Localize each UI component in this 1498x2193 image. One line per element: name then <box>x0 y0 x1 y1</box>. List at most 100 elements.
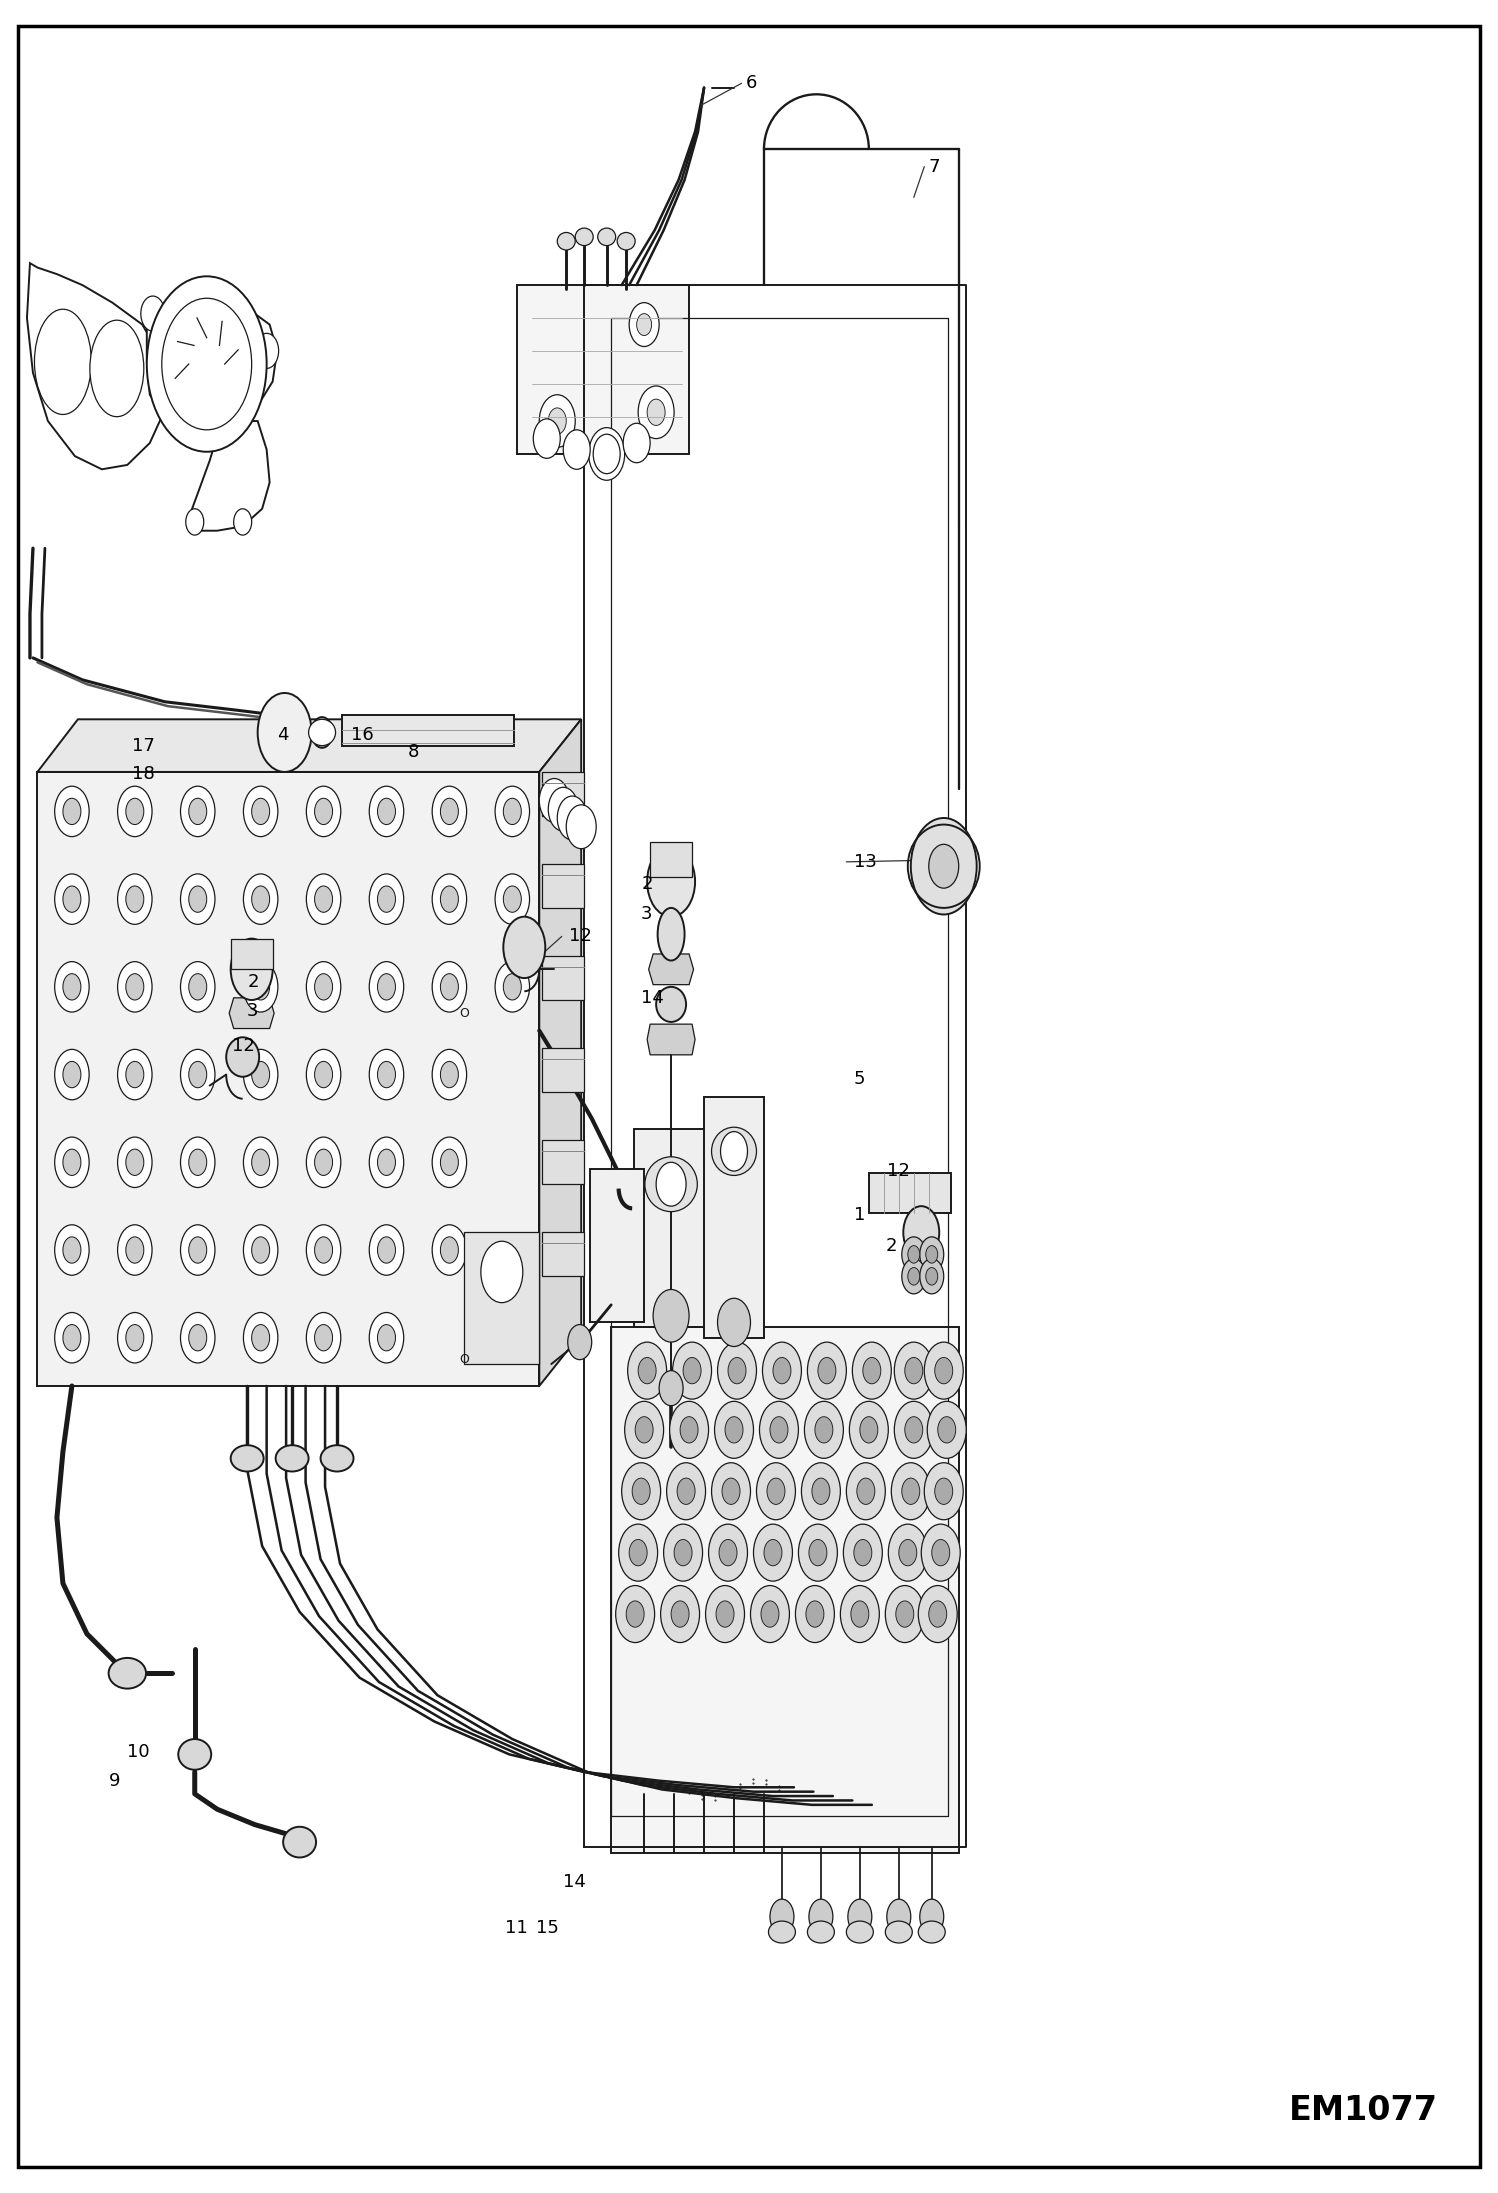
Ellipse shape <box>575 228 593 246</box>
Ellipse shape <box>658 908 685 961</box>
Circle shape <box>494 787 530 838</box>
Bar <box>704 1096 764 1338</box>
Circle shape <box>815 1417 833 1443</box>
Circle shape <box>189 1237 207 1263</box>
Circle shape <box>181 961 216 1011</box>
Circle shape <box>481 1241 523 1303</box>
Circle shape <box>539 779 569 822</box>
Circle shape <box>440 974 458 1000</box>
Circle shape <box>117 1050 153 1099</box>
Circle shape <box>189 886 207 912</box>
Circle shape <box>315 1149 333 1175</box>
Circle shape <box>147 276 267 452</box>
Circle shape <box>494 961 530 1011</box>
Circle shape <box>908 1246 920 1263</box>
Circle shape <box>548 408 566 434</box>
Circle shape <box>674 1539 692 1566</box>
Circle shape <box>903 1206 939 1259</box>
Circle shape <box>181 1224 216 1276</box>
Circle shape <box>503 974 521 1000</box>
Polygon shape <box>539 719 581 1386</box>
Circle shape <box>370 1050 404 1099</box>
Circle shape <box>935 1357 953 1384</box>
Circle shape <box>671 1601 689 1627</box>
Text: 2: 2 <box>247 974 259 991</box>
Circle shape <box>494 873 530 925</box>
Circle shape <box>896 1601 914 1627</box>
Circle shape <box>722 1478 740 1504</box>
Ellipse shape <box>617 232 635 250</box>
Circle shape <box>929 1601 947 1627</box>
Circle shape <box>812 1478 830 1504</box>
Circle shape <box>673 1342 712 1399</box>
Circle shape <box>894 1342 933 1399</box>
Bar <box>342 715 514 746</box>
Circle shape <box>863 1357 881 1384</box>
Circle shape <box>440 798 458 825</box>
Ellipse shape <box>90 320 144 417</box>
Circle shape <box>117 873 153 925</box>
Circle shape <box>63 886 81 912</box>
Circle shape <box>891 1463 930 1520</box>
Circle shape <box>798 1524 837 1581</box>
Circle shape <box>566 805 596 849</box>
Circle shape <box>932 1539 950 1566</box>
Circle shape <box>533 419 560 458</box>
Circle shape <box>924 1342 963 1399</box>
Circle shape <box>926 1246 938 1263</box>
Circle shape <box>117 1136 153 1189</box>
Circle shape <box>63 974 81 1000</box>
Ellipse shape <box>226 1037 259 1077</box>
Circle shape <box>370 961 404 1011</box>
Circle shape <box>718 1298 750 1347</box>
Bar <box>869 1173 951 1213</box>
Circle shape <box>770 1899 794 1934</box>
Circle shape <box>315 974 333 1000</box>
Polygon shape <box>37 719 581 772</box>
Bar <box>542 1140 584 1184</box>
Circle shape <box>840 1586 879 1643</box>
Circle shape <box>670 1401 709 1458</box>
Circle shape <box>843 1524 882 1581</box>
Circle shape <box>315 886 333 912</box>
Circle shape <box>598 441 616 467</box>
Circle shape <box>647 399 665 425</box>
Circle shape <box>548 787 578 831</box>
Circle shape <box>929 844 959 888</box>
Text: 5: 5 <box>854 1070 866 1088</box>
Circle shape <box>659 1371 683 1406</box>
Text: 1: 1 <box>854 1206 866 1224</box>
Circle shape <box>809 1539 827 1566</box>
Circle shape <box>759 1401 798 1458</box>
Circle shape <box>181 1136 216 1189</box>
Ellipse shape <box>276 1445 309 1472</box>
Circle shape <box>370 1136 404 1189</box>
Bar <box>542 772 584 816</box>
Circle shape <box>920 1899 944 1934</box>
Circle shape <box>243 787 277 838</box>
Circle shape <box>117 787 153 838</box>
Circle shape <box>728 1357 746 1384</box>
Circle shape <box>712 1463 750 1520</box>
Circle shape <box>370 1311 404 1364</box>
Circle shape <box>902 1478 920 1504</box>
Circle shape <box>126 886 144 912</box>
Text: EM1077: EM1077 <box>1290 2094 1438 2127</box>
Circle shape <box>117 1311 153 1364</box>
Circle shape <box>809 1899 833 1934</box>
Circle shape <box>315 1237 333 1263</box>
Text: O: O <box>460 1353 469 1366</box>
Circle shape <box>885 1586 924 1643</box>
Polygon shape <box>611 1327 959 1853</box>
Circle shape <box>589 428 625 480</box>
Circle shape <box>252 1061 270 1088</box>
Circle shape <box>252 886 270 912</box>
Circle shape <box>854 1539 872 1566</box>
Polygon shape <box>37 772 539 1386</box>
Circle shape <box>905 1357 923 1384</box>
Circle shape <box>902 1259 926 1294</box>
Bar <box>231 939 273 969</box>
Circle shape <box>623 423 650 463</box>
Ellipse shape <box>768 1921 795 1943</box>
Circle shape <box>181 787 216 838</box>
